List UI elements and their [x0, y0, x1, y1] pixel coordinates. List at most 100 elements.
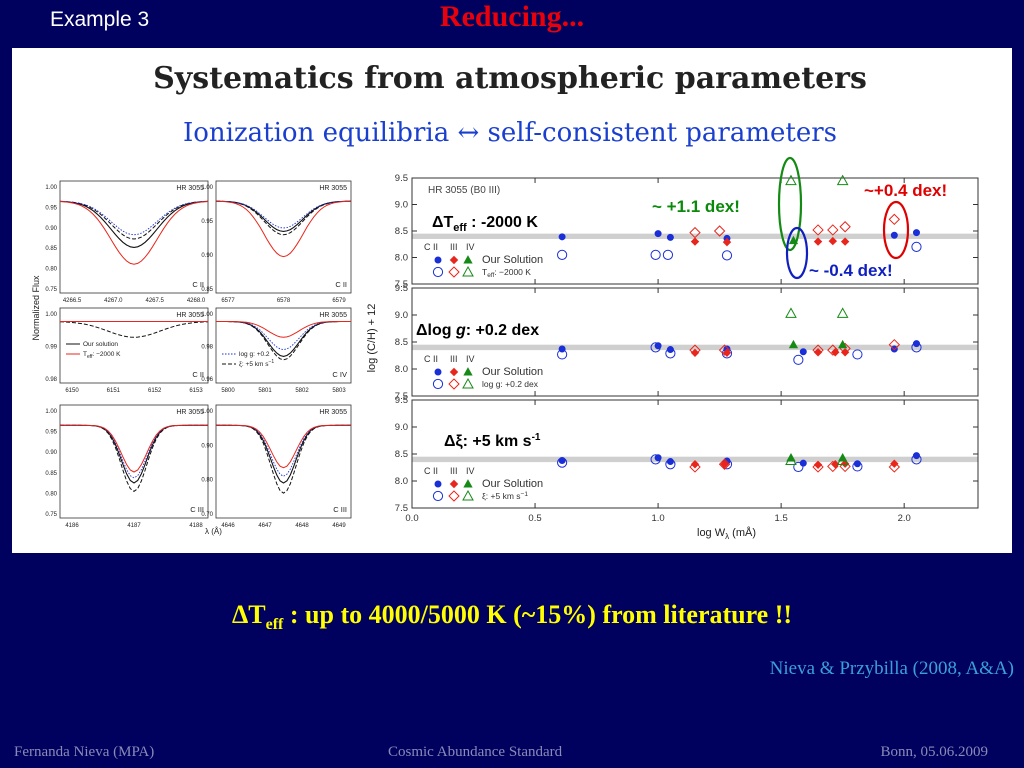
abundance-panel-1: 7.5 8.0 8.5 9.0 9.5 HR 3055 (B0 III) C II III IV…: [395, 173, 979, 290]
star-label: HR 3055: [319, 185, 347, 192]
our-solution-point: [831, 460, 840, 469]
y-tick-label: 1.00: [45, 185, 57, 191]
legend-symbol: [462, 377, 474, 389]
y-tick-label: 9.5: [395, 395, 408, 406]
citation: Nieva & Przybilla (2008, A&A): [769, 658, 1014, 679]
y-tick-label: 0.75: [45, 512, 57, 518]
ion-label: C II: [192, 370, 204, 379]
legend-ion-c2: C II: [424, 242, 438, 252]
x-tick-label: 4646: [221, 523, 235, 529]
line-profile-panel-6: HR 3055 C III 1.00 0.90 0.80 0.70 4646 4647 4648…: [201, 404, 352, 529]
variant-point: [827, 224, 839, 236]
x-tick-label: 4186: [65, 523, 79, 529]
y-tick-label: 0.90: [45, 450, 57, 456]
variant-point: [662, 249, 674, 260]
legend-symbol: [463, 479, 473, 488]
our-solution-point: [813, 460, 823, 470]
star-label: HR 3055: [176, 312, 204, 319]
our-solution-point: [813, 348, 823, 357]
profile-legend-right: log g: +0.2ξ: +5 km s−1: [222, 351, 274, 368]
variant-point: [852, 349, 863, 360]
dashed-profile: [59, 321, 209, 338]
star-label: HR 3055: [176, 409, 204, 416]
variant-point: [812, 224, 824, 236]
ion-label: C II: [192, 280, 204, 289]
highlight-ellipse-blue: [785, 226, 809, 280]
variant-point: [793, 461, 804, 473]
plot-frame: [59, 180, 209, 294]
dotted-profile: [215, 200, 352, 229]
x-tick-label: 5802: [295, 388, 309, 394]
y-tick-label: 1.00: [201, 185, 213, 191]
our-solution-point: [840, 348, 850, 357]
footer-talk: Cosmic Abundance Standard: [388, 744, 563, 760]
variant-point: [888, 213, 901, 226]
annotation-delta-teff: ΔTeff : -2000 K: [432, 214, 538, 234]
legend-solid: Our solution: [83, 341, 118, 348]
our-solution-point: [558, 456, 566, 464]
slide-title: Reducing...: [439, 0, 585, 33]
variant-point: [689, 461, 701, 473]
line-profile-panel-5: HR 3055 C III 1.00 0.95 0.90 0.85 0.80 0.75 4186…: [45, 404, 209, 529]
our-solution-point: [666, 233, 674, 241]
x-tick-label: 1.5: [775, 513, 788, 524]
our-solution-point: [654, 454, 662, 462]
y-tick-label: 8.0: [395, 364, 408, 375]
y-tick-label: 9.0: [395, 200, 408, 211]
our-solution-point: [720, 460, 729, 469]
our-solution-point: [890, 459, 899, 468]
legend-symbol: [462, 265, 474, 277]
x-tick-label: 5800: [221, 388, 235, 394]
y-tick-label: 9.5: [395, 173, 408, 184]
our-solution-point: [890, 231, 898, 239]
legend-symbol: [463, 367, 473, 376]
solid-profile: [59, 200, 209, 248]
legend-ion-c2: C II: [424, 354, 438, 364]
x-tick-label: 6578: [277, 298, 291, 304]
legend-ion-c3: III: [450, 466, 458, 476]
y-tick-label: 8.5: [395, 226, 408, 237]
variant-point: [713, 225, 726, 237]
figure-panel: Systematics from atmospheric parameters …: [12, 48, 1012, 553]
our-solution-point: [813, 237, 823, 246]
line-profile-panel-2: HR 3055 C II 1.00 0.95 0.90 0.85 6577 6578 6579: [201, 180, 352, 304]
y-tick-label: 0.80: [201, 478, 213, 484]
footer-place-date: Bonn, 05.06.2009: [880, 744, 988, 760]
our-solution-point: [654, 230, 662, 238]
annotation-plus-1-1: ~ +1.1 dex!: [652, 197, 740, 216]
y-tick-label: 7.5: [395, 391, 408, 402]
ion-label: C III: [333, 505, 347, 514]
our-solution-point: [831, 348, 840, 357]
our-solution-point: [912, 340, 920, 348]
legend-symbol: [448, 490, 460, 502]
our-solution-point: [840, 237, 850, 246]
y-tick-label: 8.5: [395, 449, 408, 460]
our-solution-point: [838, 452, 848, 462]
our-solution-point: [558, 233, 566, 241]
legend-symbol: [434, 256, 442, 264]
abundance-axis-label: log (C/H) + 12: [366, 304, 378, 373]
our-solution-point: [722, 348, 732, 358]
y-tick-label: 0.85: [201, 287, 213, 293]
star-label: HR 3055: [319, 312, 347, 319]
plot-frame: [215, 404, 352, 519]
abundance-panel-2: 7.5 8.0 8.5 9.0 9.5 C II III IV Our Solutionlog …: [395, 283, 979, 402]
legend-ion-c4: IV: [466, 354, 475, 364]
our-solution-point: [828, 236, 838, 246]
variant-point: [827, 344, 839, 356]
panel-subheading: Ionization equilibria ↔ self-consistent …: [183, 118, 837, 148]
annotation-delta-xi: Δξ: +5 km s-1: [444, 432, 541, 450]
x-tick-label: 6153: [189, 388, 203, 394]
x-tick-label: 4648: [295, 523, 309, 529]
x-tick-label: 6151: [107, 388, 121, 394]
x-tick-label: 6150: [65, 388, 79, 394]
x-tick-label: 4649: [332, 523, 346, 529]
our-solution-point: [666, 346, 674, 354]
plot-frame: [59, 404, 209, 519]
legend-symbol: [449, 479, 459, 489]
y-tick-label: 8.0: [395, 476, 408, 487]
red-profile: [59, 201, 209, 265]
legend-variant: log g: +0.2 dex: [482, 379, 539, 389]
y-tick-label: 0.98: [45, 377, 57, 383]
x-tick-label: 6579: [332, 298, 346, 304]
